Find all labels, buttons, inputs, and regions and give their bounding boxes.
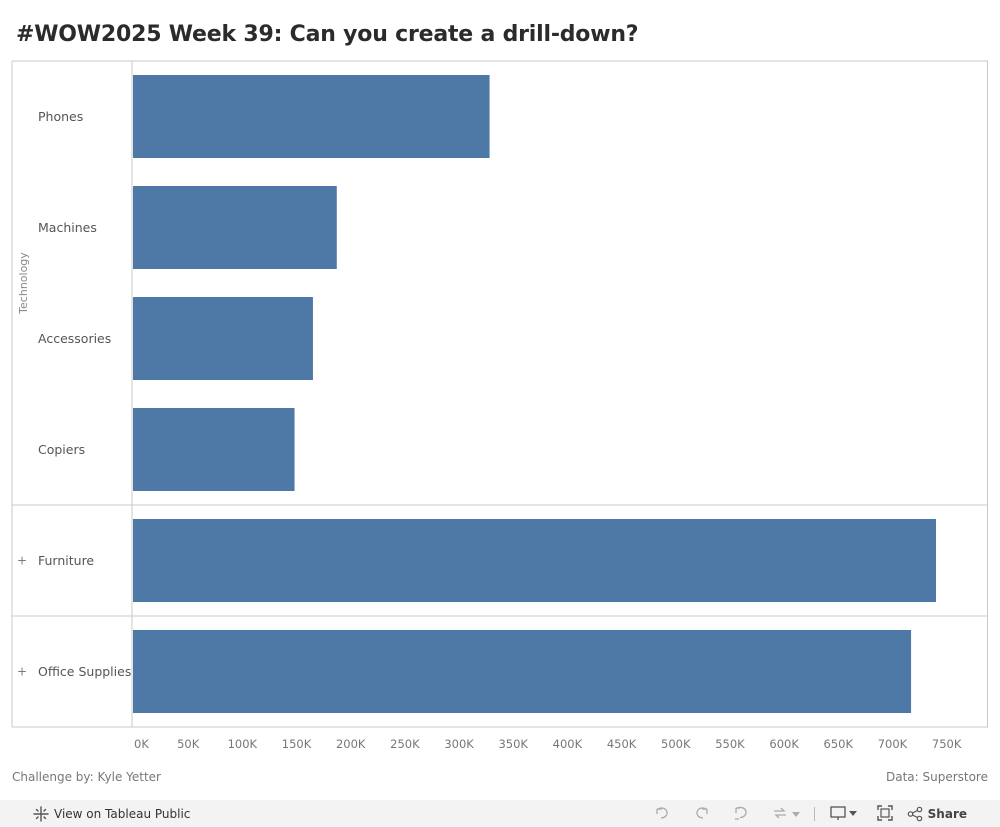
toolbar-divider — [813, 806, 815, 821]
category-label[interactable]: Accessories — [38, 331, 111, 346]
tableau-logo-icon — [33, 805, 49, 822]
x-tick-label: 50K — [177, 737, 200, 751]
category-label[interactable]: Copiers — [38, 442, 85, 457]
bar-chart: Technology Phones Machines Accessories Copie… — [11, 60, 988, 751]
x-tick-label: 700K — [878, 737, 908, 751]
x-tick-label: 0K — [134, 737, 149, 751]
bar[interactable] — [133, 519, 936, 602]
page-title: #WOW2025 Week 39: Can you create a drill… — [16, 22, 639, 47]
x-tick-label: 100K — [228, 737, 258, 751]
x-tick-label: 350K — [498, 737, 528, 751]
challenge-credit: Challenge by: Kyle Yetter — [12, 770, 161, 784]
bar[interactable] — [133, 408, 295, 491]
x-tick-label: 500K — [661, 737, 691, 751]
x-tick-label: 150K — [282, 737, 312, 751]
tableau-toolbar: View on Tableau Public Share — [0, 800, 1000, 827]
category-label[interactable]: Machines — [38, 220, 97, 235]
x-tick-label: 300K — [444, 737, 474, 751]
x-tick-label: 550K — [715, 737, 745, 751]
data-source: Data: Superstore — [885, 770, 988, 784]
group-label-technology[interactable]: Technology — [17, 252, 30, 315]
undo-icon[interactable] — [652, 804, 672, 824]
x-tick-label: 200K — [336, 737, 366, 751]
refresh-icon[interactable] — [770, 804, 790, 824]
category-label[interactable]: Furniture — [38, 553, 94, 568]
x-tick-label: 250K — [390, 737, 420, 751]
fullscreen-icon[interactable] — [875, 804, 895, 824]
bar[interactable] — [133, 630, 912, 713]
view-on-tableau-public-label: View on Tableau Public — [54, 806, 191, 821]
category-label[interactable]: Phones — [38, 109, 83, 124]
presentation-icon[interactable] — [827, 804, 861, 824]
category-label[interactable]: Office Supplies — [38, 664, 131, 679]
dropdown-icon[interactable] — [790, 804, 802, 824]
x-tick-label: 400K — [553, 737, 583, 751]
x-tick-label: 600K — [769, 737, 799, 751]
x-tick-label: 450K — [607, 737, 637, 751]
bar[interactable] — [133, 186, 337, 269]
view-on-tableau-public-button[interactable]: View on Tableau Public — [33, 805, 191, 822]
bar[interactable] — [133, 75, 490, 158]
share-label: Share — [927, 806, 967, 821]
expand-plus-icon[interactable]: + — [17, 665, 27, 679]
share-icon — [907, 806, 922, 821]
share-button[interactable]: Share — [907, 806, 967, 822]
revert-icon[interactable] — [732, 804, 752, 824]
x-tick-label: 650K — [824, 737, 854, 751]
bar[interactable] — [133, 297, 313, 380]
expand-plus-icon[interactable]: + — [17, 554, 27, 568]
x-tick-label: 750K — [932, 737, 962, 751]
redo-icon[interactable] — [692, 804, 712, 824]
